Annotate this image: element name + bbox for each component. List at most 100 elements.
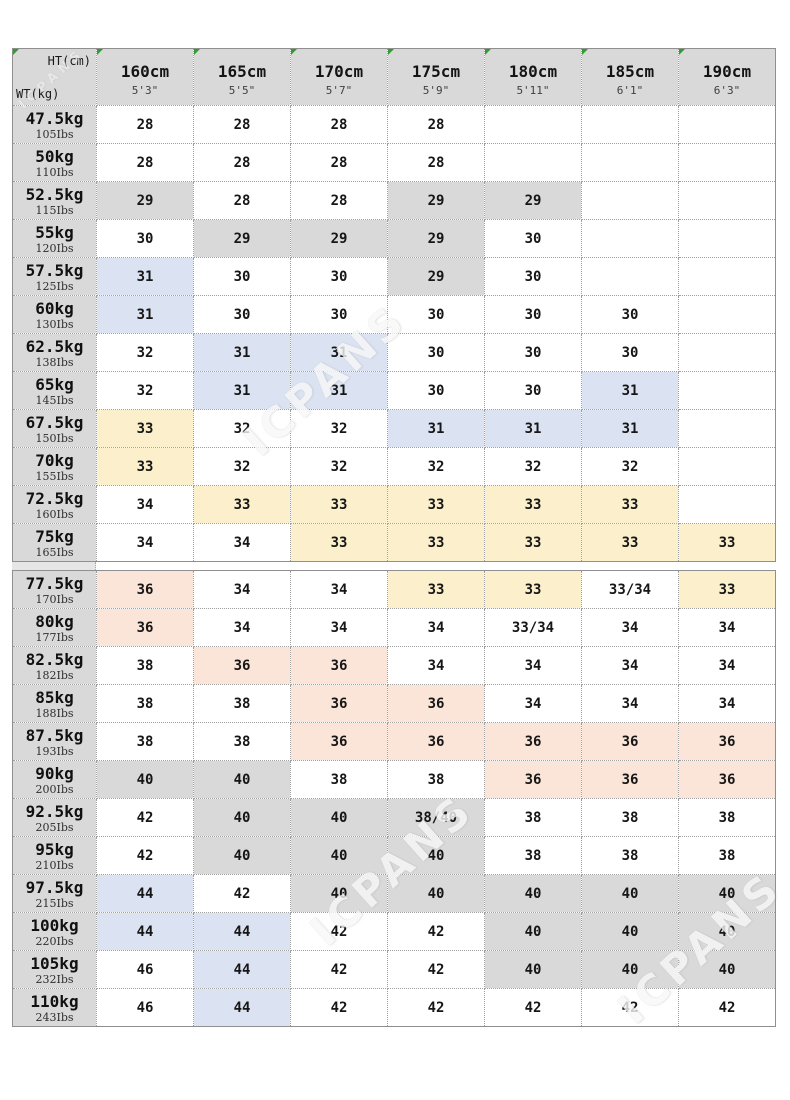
weight-lbs-label: 110Ibs [35, 166, 74, 180]
weight-label-cell: 80kg 177Ibs [12, 608, 97, 647]
weight-lbs-label: 125Ibs [35, 280, 74, 294]
size-value-cell: 29 [290, 219, 388, 258]
size-value-cell: 34 [96, 485, 194, 524]
weight-label-cell: 62.5kg 138Ibs [12, 333, 97, 372]
size-value-cell: 36 [290, 646, 388, 685]
weight-label-cell: 75kg 165Ibs [12, 523, 97, 562]
size-value-cell: 33 [484, 523, 582, 562]
size-value-cell: 30 [387, 371, 485, 410]
size-value-cell: 30 [484, 333, 582, 372]
size-value-cell: 36 [581, 722, 679, 761]
size-table-upper: HT(cm) WT(kg) 160cm 5'3" 165cm 5'5" 170cm 5'7" 1… [12, 48, 776, 562]
table-row: 95kg 210Ibs 42 40 40 40 38 38 38 [12, 836, 776, 875]
weight-label-cell: 72.5kg 160Ibs [12, 485, 97, 524]
corner-wt-label: WT(kg) [16, 87, 60, 101]
table-row: 97.5kg 215Ibs 44 42 40 40 40 40 40 [12, 874, 776, 913]
weight-kg-label: 80kg [35, 611, 74, 631]
size-value-cell: 29 [193, 219, 291, 258]
table-row: 60kg 130Ibs 31 30 30 30 30 30 [12, 295, 776, 334]
weight-kg-label: 82.5kg [25, 649, 84, 669]
size-value-cell: 40 [290, 836, 388, 875]
table-row: 87.5kg 193Ibs 38 38 36 36 36 36 36 [12, 722, 776, 761]
weight-kg-label: 90kg [35, 763, 74, 783]
size-value-cell: 40 [484, 874, 582, 913]
weight-lbs-label: 210Ibs [35, 859, 74, 873]
size-value-cell: 42 [387, 988, 485, 1027]
size-value-cell: 36 [96, 570, 194, 609]
size-chart: HT(cm) WT(kg) 160cm 5'3" 165cm 5'5" 170cm 5'7" 1… [12, 48, 776, 1027]
height-column-header: 185cm 6'1" [581, 48, 679, 106]
size-value-cell: 31 [290, 333, 388, 372]
size-value-cell: 28 [290, 143, 388, 182]
size-value-cell: 38/40 [387, 798, 485, 837]
weight-lbs-label: 145Ibs [35, 394, 74, 408]
size-value-cell: 34 [678, 684, 776, 723]
weight-kg-label: 92.5kg [25, 801, 84, 821]
size-value-cell: 34 [193, 608, 291, 647]
size-value-cell: 30 [484, 295, 582, 334]
size-value-cell: 40 [96, 760, 194, 799]
size-value-cell: 36 [290, 722, 388, 761]
table-row: 100kg 220Ibs 44 44 42 42 40 40 40 [12, 912, 776, 951]
size-value-cell: 28 [290, 181, 388, 220]
weight-lbs-label: 165Ibs [35, 546, 74, 560]
weight-lbs-label: 150Ibs [35, 432, 74, 446]
size-value-cell [678, 219, 776, 258]
size-value-cell [484, 105, 582, 144]
height-ft-label: 6'3" [713, 83, 741, 97]
size-value-cell [678, 409, 776, 448]
size-value-cell: 38 [678, 836, 776, 875]
height-ft-label: 6'1" [616, 83, 644, 97]
table-row: 50kg 110Ibs 28 28 28 28 [12, 143, 776, 182]
weight-lbs-label: 188Ibs [35, 707, 74, 721]
height-cm-label: 170cm [314, 62, 364, 82]
size-value-cell: 30 [193, 257, 291, 296]
size-value-cell: 34 [387, 608, 485, 647]
weight-label-cell: 50kg 110Ibs [12, 143, 97, 182]
size-value-cell: 28 [193, 181, 291, 220]
header-row: HT(cm) WT(kg) 160cm 5'3" 165cm 5'5" 170cm 5'7" 1… [12, 48, 776, 106]
size-value-cell: 31 [387, 409, 485, 448]
size-value-cell: 32 [387, 447, 485, 486]
size-value-cell: 38 [484, 836, 582, 875]
height-cm-label: 180cm [508, 62, 558, 82]
size-value-cell: 36 [96, 608, 194, 647]
height-column-header: 160cm 5'3" [96, 48, 194, 106]
size-value-cell: 33 [387, 570, 485, 609]
size-value-cell: 31 [290, 371, 388, 410]
size-value-cell: 31 [193, 333, 291, 372]
size-value-cell: 40 [387, 874, 485, 913]
size-value-cell: 33 [581, 523, 679, 562]
size-value-cell: 29 [96, 181, 194, 220]
weight-kg-label: 65kg [35, 374, 74, 394]
weight-lbs-label: 182Ibs [35, 669, 74, 683]
height-cm-label: 175cm [411, 62, 461, 82]
height-cm-label: 165cm [217, 62, 267, 82]
weight-label-cell: 57.5kg 125Ibs [12, 257, 97, 296]
size-value-cell: 31 [96, 257, 194, 296]
size-value-cell: 33 [581, 485, 679, 524]
weight-lbs-label: 205Ibs [35, 821, 74, 835]
weight-label-cell: 77.5kg 170Ibs [12, 570, 97, 609]
size-value-cell: 28 [387, 105, 485, 144]
size-value-cell: 32 [290, 409, 388, 448]
size-value-cell: 34 [678, 608, 776, 647]
weight-lbs-label: 115Ibs [35, 204, 74, 218]
table-row: 67.5kg 150Ibs 33 32 32 31 31 31 [12, 409, 776, 448]
size-value-cell: 29 [387, 181, 485, 220]
size-value-cell: 42 [96, 836, 194, 875]
size-value-cell: 34 [96, 523, 194, 562]
size-value-cell [581, 257, 679, 296]
table-row: 77.5kg 170Ibs 36 34 34 33 33 33/34 33 [12, 570, 776, 609]
size-value-cell: 32 [290, 447, 388, 486]
size-value-cell: 30 [290, 295, 388, 334]
table-row: 80kg 177Ibs 36 34 34 34 33/34 34 34 [12, 608, 776, 647]
size-value-cell: 40 [193, 836, 291, 875]
weight-lbs-label: 155Ibs [35, 470, 74, 484]
size-value-cell: 34 [678, 646, 776, 685]
size-value-cell: 30 [193, 295, 291, 334]
size-value-cell: 36 [581, 760, 679, 799]
size-value-cell: 40 [193, 798, 291, 837]
size-value-cell [678, 105, 776, 144]
size-value-cell: 42 [387, 950, 485, 989]
